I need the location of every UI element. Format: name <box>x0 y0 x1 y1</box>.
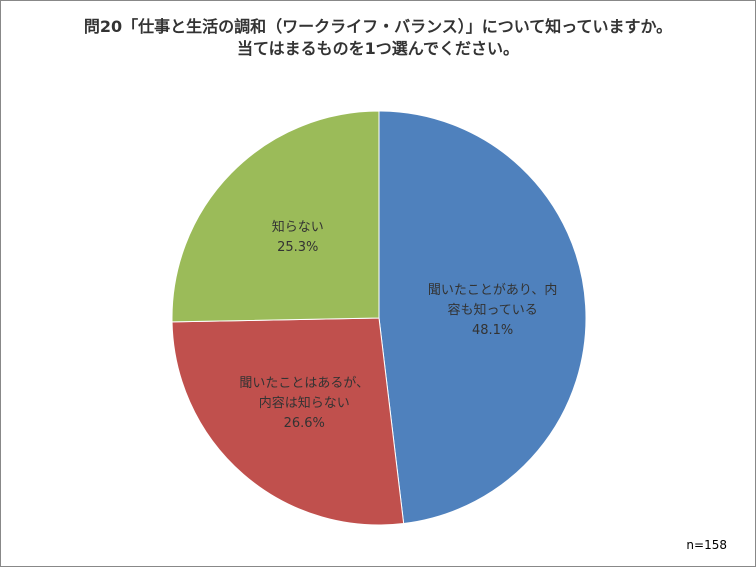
pie-slice <box>171 317 405 526</box>
slice-label: 知らない 25.3% <box>228 218 368 258</box>
pie-slice <box>171 110 380 323</box>
chart-title: 問20「仕事と生活の調和（ワークライフ・バランス）」について知っていますか。 <box>83 17 673 36</box>
value-label: 25.3% <box>277 240 319 256</box>
slice-label: 聞いたことはあるが、内容は知らない 26.6% <box>234 374 374 434</box>
slice-label: 聞いたことがあり、内容も知っている 48.1% <box>423 281 563 341</box>
category-label: 聞いたことがあり、内容も知っている <box>427 283 558 319</box>
value-label: 48.1% <box>471 323 514 339</box>
value-label: 26.6% <box>283 415 325 431</box>
category-label: 聞いたことはあるが、内容は知らない <box>239 375 370 411</box>
annotation: n=158 <box>686 538 727 552</box>
chart-title: 当てはまるものを1つ選んでください。 <box>236 39 519 58</box>
pie-slice <box>378 110 587 525</box>
category-label: 知らない <box>271 220 324 236</box>
